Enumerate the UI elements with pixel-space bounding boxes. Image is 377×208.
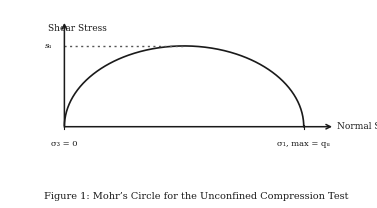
- Text: σ₁, max = qᵤ: σ₁, max = qᵤ: [277, 140, 330, 148]
- Text: Figure 1: Mohr’s Circle for the Unconfined Compression Test: Figure 1: Mohr’s Circle for the Unconfin…: [44, 192, 348, 201]
- Text: sᵤ: sᵤ: [45, 42, 52, 50]
- Text: Normal Stress: Normal Stress: [337, 122, 377, 131]
- Text: σ₃ = 0: σ₃ = 0: [51, 140, 78, 148]
- Text: Shear Stress: Shear Stress: [48, 24, 107, 33]
